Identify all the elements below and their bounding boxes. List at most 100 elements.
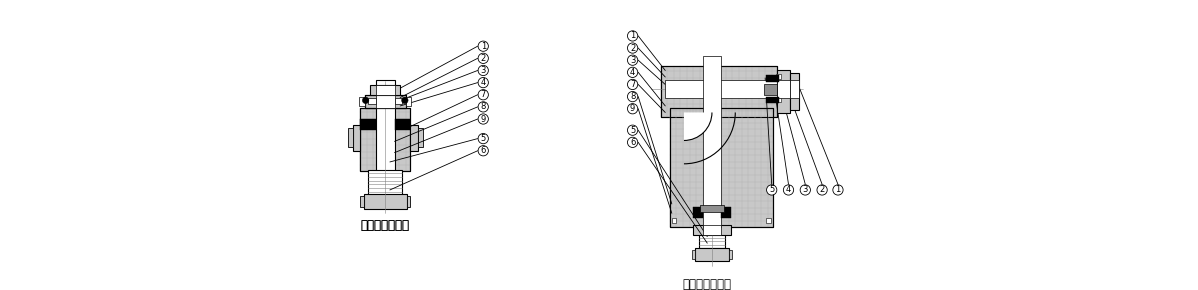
Bar bbox=[695, 248, 728, 261]
Bar bbox=[364, 95, 406, 108]
Circle shape bbox=[628, 55, 637, 65]
Text: 3: 3 bbox=[480, 66, 486, 75]
Circle shape bbox=[833, 185, 843, 195]
Bar bbox=[369, 170, 403, 195]
Bar bbox=[347, 128, 352, 147]
Bar bbox=[702, 57, 721, 227]
Bar bbox=[660, 66, 778, 117]
Circle shape bbox=[783, 185, 793, 195]
Bar bbox=[694, 225, 731, 235]
Circle shape bbox=[767, 185, 776, 195]
Wedge shape bbox=[684, 113, 712, 140]
Text: 4: 4 bbox=[786, 185, 791, 195]
Text: 8: 8 bbox=[630, 92, 635, 101]
Polygon shape bbox=[766, 97, 779, 103]
Polygon shape bbox=[721, 207, 731, 218]
Text: 1: 1 bbox=[630, 31, 635, 40]
Bar bbox=[702, 225, 721, 235]
Bar bbox=[728, 250, 732, 259]
Bar bbox=[698, 226, 725, 248]
Text: 9: 9 bbox=[630, 104, 635, 113]
Bar bbox=[692, 250, 695, 259]
Bar bbox=[370, 85, 400, 95]
Circle shape bbox=[800, 185, 810, 195]
Circle shape bbox=[478, 146, 489, 156]
Bar bbox=[418, 128, 423, 147]
Bar bbox=[670, 108, 773, 227]
Polygon shape bbox=[394, 119, 411, 130]
Circle shape bbox=[478, 65, 489, 76]
Text: 7: 7 bbox=[480, 90, 486, 99]
Bar bbox=[778, 80, 791, 99]
Circle shape bbox=[478, 102, 489, 112]
Polygon shape bbox=[361, 119, 376, 130]
Bar bbox=[361, 195, 364, 207]
Text: エルボユニオン: エルボユニオン bbox=[683, 278, 732, 290]
Circle shape bbox=[478, 133, 489, 144]
Text: 6: 6 bbox=[630, 138, 635, 147]
Bar bbox=[766, 218, 770, 223]
Text: 1: 1 bbox=[835, 185, 841, 195]
Text: ハーフユニオン: ハーフユニオン bbox=[361, 219, 410, 232]
Circle shape bbox=[478, 114, 489, 124]
Text: 2: 2 bbox=[819, 185, 824, 195]
Bar bbox=[672, 218, 677, 223]
Bar bbox=[376, 95, 394, 108]
Bar bbox=[364, 95, 406, 108]
Circle shape bbox=[628, 43, 637, 53]
Circle shape bbox=[401, 97, 409, 104]
Bar bbox=[361, 108, 411, 171]
Text: 5: 5 bbox=[480, 134, 486, 143]
Bar bbox=[670, 108, 773, 227]
Circle shape bbox=[478, 77, 489, 88]
Circle shape bbox=[628, 104, 637, 114]
Text: 5: 5 bbox=[769, 185, 774, 195]
Circle shape bbox=[628, 125, 637, 135]
Bar bbox=[352, 125, 361, 151]
Circle shape bbox=[628, 67, 637, 77]
Text: 4: 4 bbox=[630, 68, 635, 77]
Bar bbox=[411, 125, 418, 151]
Circle shape bbox=[478, 53, 489, 64]
Bar bbox=[778, 70, 791, 113]
Circle shape bbox=[478, 90, 489, 100]
Circle shape bbox=[628, 91, 637, 102]
Polygon shape bbox=[766, 75, 779, 82]
Circle shape bbox=[628, 31, 637, 41]
Bar bbox=[660, 66, 778, 117]
Bar bbox=[394, 99, 403, 104]
Bar bbox=[791, 80, 799, 99]
Text: 1: 1 bbox=[480, 42, 486, 51]
Bar bbox=[791, 73, 799, 110]
Bar bbox=[376, 85, 394, 95]
Bar bbox=[369, 99, 376, 104]
Text: 4: 4 bbox=[480, 78, 486, 87]
Circle shape bbox=[817, 185, 828, 195]
Bar bbox=[359, 97, 364, 106]
Text: 5: 5 bbox=[630, 126, 635, 135]
Text: 8: 8 bbox=[480, 102, 486, 111]
Text: 2: 2 bbox=[480, 54, 486, 63]
Circle shape bbox=[628, 79, 637, 90]
Circle shape bbox=[362, 97, 369, 104]
Circle shape bbox=[478, 41, 489, 51]
Bar bbox=[361, 108, 411, 171]
Circle shape bbox=[628, 137, 637, 148]
Bar bbox=[776, 97, 781, 102]
Bar bbox=[406, 195, 411, 207]
Bar bbox=[776, 74, 781, 79]
Bar bbox=[764, 84, 778, 95]
Text: 9: 9 bbox=[480, 115, 486, 124]
Text: ハーフユニオン: ハーフユニオン bbox=[361, 219, 410, 232]
Text: 2: 2 bbox=[630, 44, 635, 52]
Text: 7: 7 bbox=[630, 80, 635, 89]
Bar bbox=[406, 97, 411, 106]
Text: 3: 3 bbox=[630, 56, 635, 65]
Bar bbox=[700, 205, 724, 212]
Text: 6: 6 bbox=[480, 146, 486, 155]
Bar bbox=[364, 194, 406, 209]
Bar bbox=[376, 80, 394, 171]
Bar bbox=[665, 80, 778, 99]
Polygon shape bbox=[694, 207, 702, 218]
Text: 3: 3 bbox=[803, 185, 807, 195]
